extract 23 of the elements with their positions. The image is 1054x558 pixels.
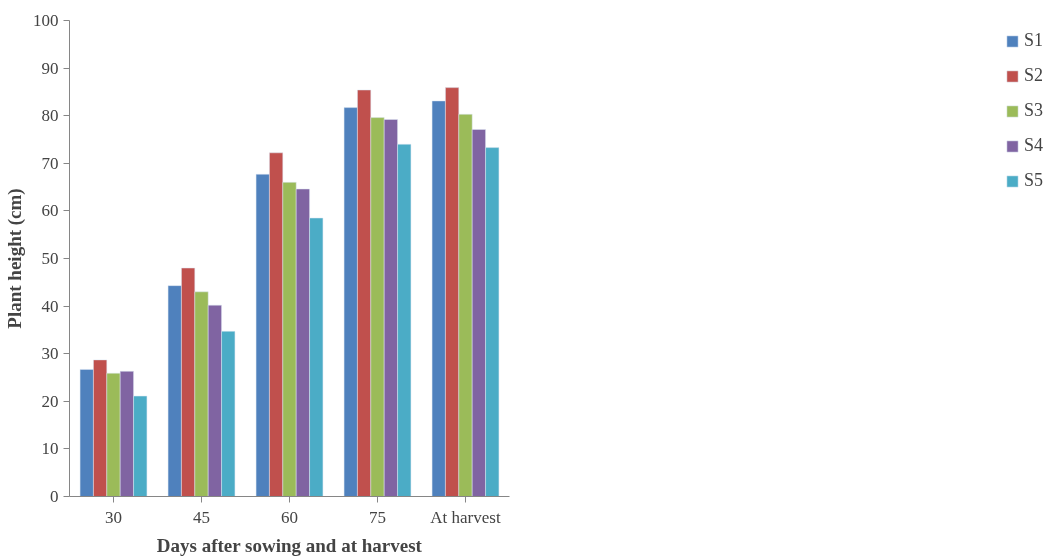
- x-tick-label: 75: [369, 507, 386, 527]
- x-tick-label: 60: [281, 507, 298, 527]
- y-axis-title: Plant height (cm): [4, 188, 26, 329]
- legend-label: S4: [1024, 135, 1044, 156]
- y-tick-label: 10: [41, 439, 59, 459]
- y-tick-label: 60: [41, 201, 59, 221]
- y-tick-label: 40: [41, 296, 59, 316]
- legend-label: S3: [1024, 100, 1044, 121]
- y-tick-label: 30: [41, 344, 59, 364]
- y-tick-label: 100: [33, 11, 59, 30]
- y-tick-label: 0: [50, 487, 59, 506]
- y-tick-label: 70: [41, 153, 59, 173]
- x-tick-label: 30: [105, 507, 122, 527]
- legend-label: S1: [1024, 30, 1044, 51]
- y-tick-label: 20: [41, 391, 59, 411]
- x-axis-title: Days after sowing and at harvest: [156, 534, 423, 556]
- legend-label: S5: [1024, 170, 1044, 191]
- y-tick-label: 90: [41, 58, 59, 78]
- x-tick-label: At harvest: [430, 507, 501, 527]
- y-tick-label: 80: [41, 106, 59, 126]
- legend-label: S2: [1024, 65, 1044, 86]
- y-tick-label: 50: [41, 249, 59, 268]
- x-tick-label: 45: [193, 507, 210, 527]
